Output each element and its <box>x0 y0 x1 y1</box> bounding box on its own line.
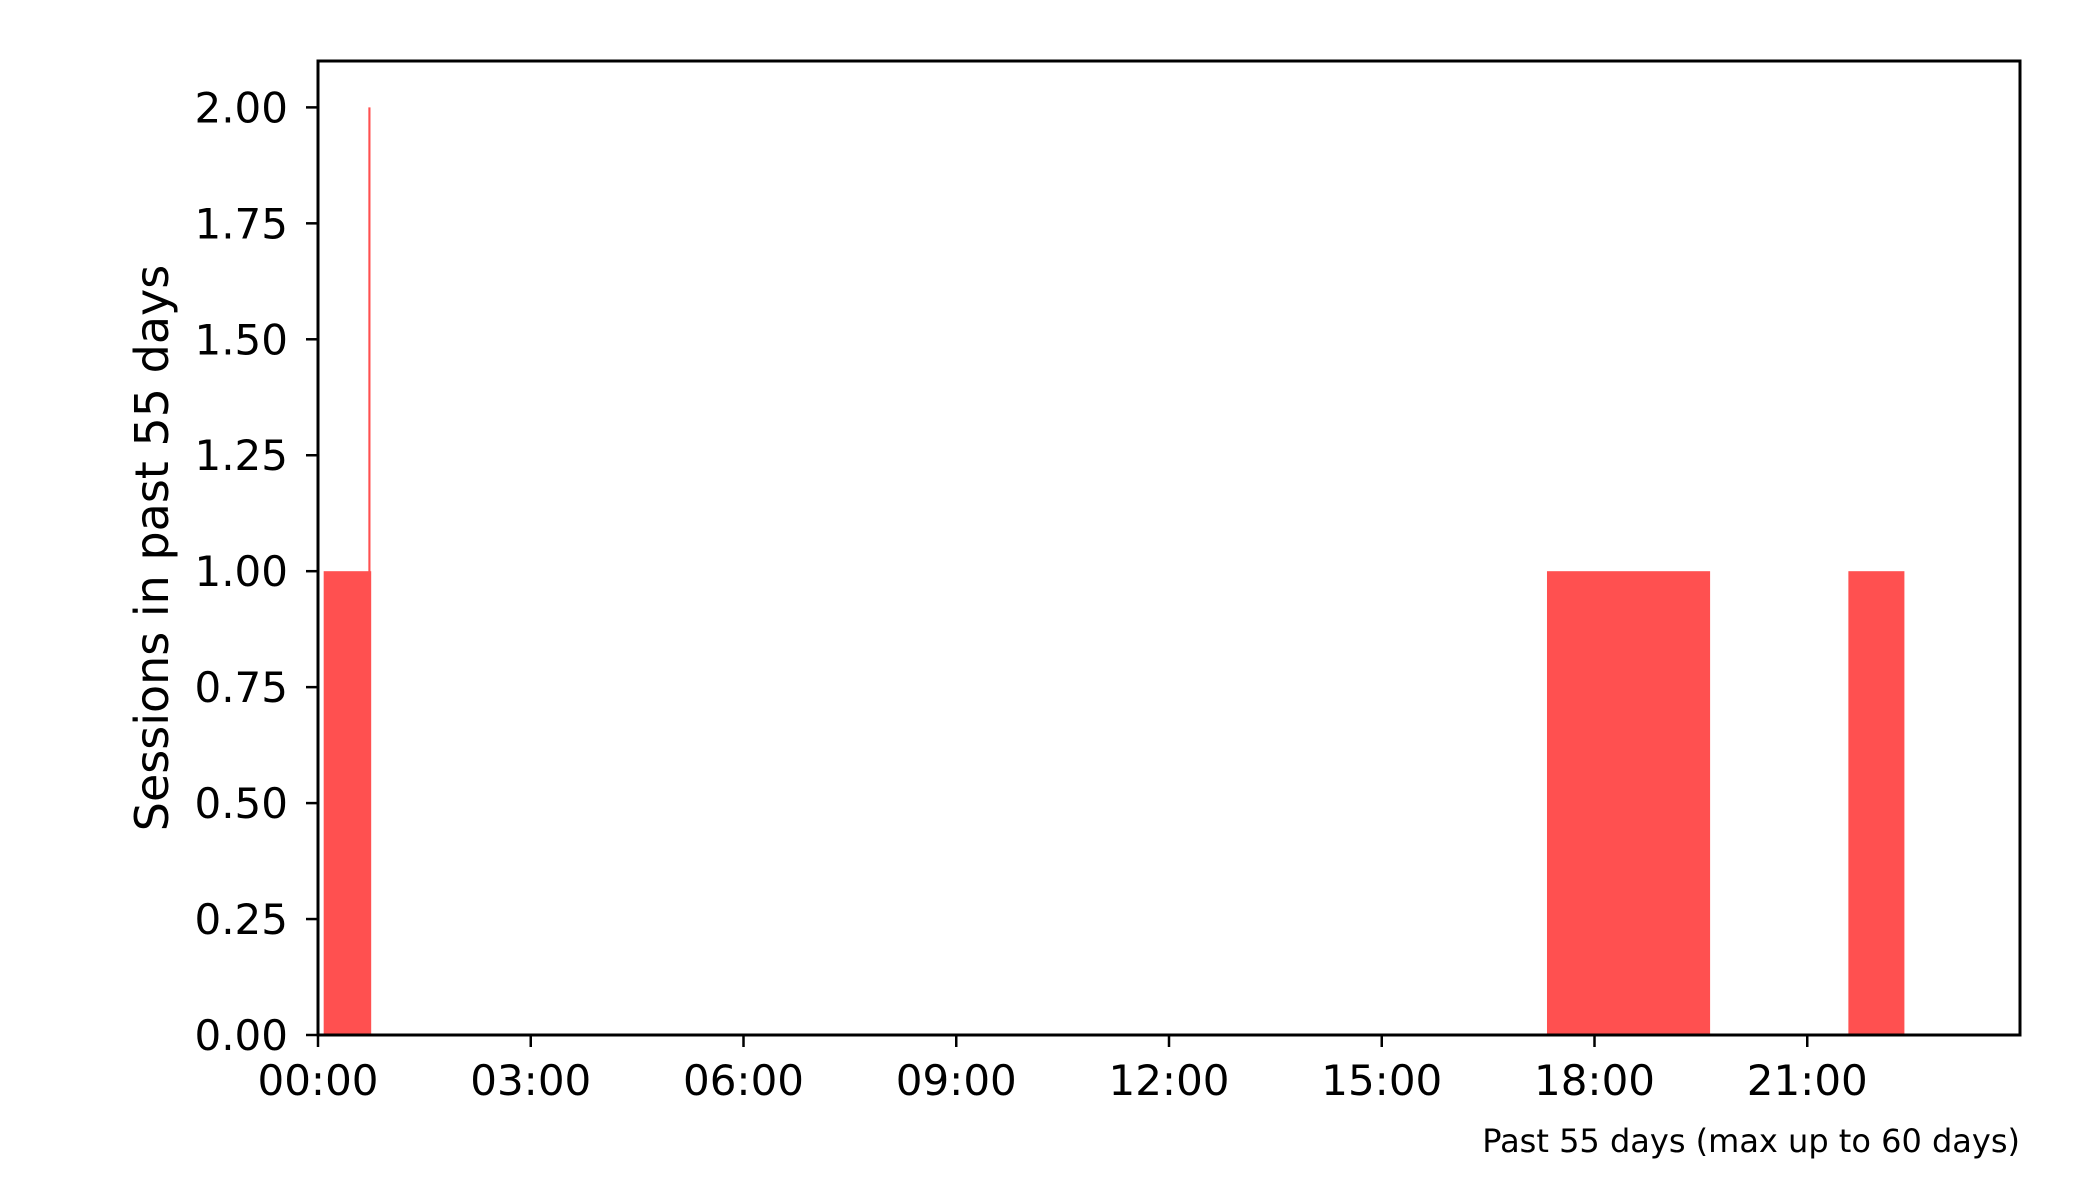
x-tick-label-2: 06:00 <box>683 1056 804 1105</box>
x-tick-label-0: 00:00 <box>257 1056 378 1105</box>
period-annotation: Past 55 days (max up to 60 days) <box>1482 1122 2020 1160</box>
ticks-layer: 00:00 03:00 06:00 09:00 12:00 15:00 18:00 21:00… <box>194 83 1867 1105</box>
plot-area-frame <box>316 59 2022 1037</box>
x-tick-label-6: 18:00 <box>1534 1056 1655 1105</box>
y-tick-label-8: 2.00 <box>194 83 288 132</box>
y-axis-label: Sessions in past 55 days <box>125 265 179 831</box>
bars-layer <box>323 107 1905 1035</box>
histogram-bar-0 <box>323 571 372 1035</box>
y-tick-label-3: 0.75 <box>194 663 288 712</box>
y-tick-label-0: 0.00 <box>194 1011 288 1060</box>
y-tick-label-7: 1.75 <box>194 199 288 248</box>
x-tick-label-5: 15:00 <box>1321 1056 1442 1105</box>
y-tick-label-1: 0.25 <box>194 895 288 944</box>
x-tick-label-3: 09:00 <box>896 1056 1017 1105</box>
histogram-bar-2 <box>1546 571 1711 1035</box>
x-tick-label-7: 21:00 <box>1747 1056 1868 1105</box>
y-tick-label-4: 1.00 <box>194 547 288 596</box>
y-tick-label-2: 0.50 <box>194 779 288 828</box>
histogram-bar-3 <box>1848 571 1905 1035</box>
histogram-bar-1 <box>368 107 371 1035</box>
x-tick-label-1: 03:00 <box>470 1056 591 1105</box>
x-tick-label-4: 12:00 <box>1108 1056 1229 1105</box>
y-tick-label-5: 1.25 <box>194 431 288 480</box>
y-tick-label-6: 1.50 <box>194 315 288 364</box>
